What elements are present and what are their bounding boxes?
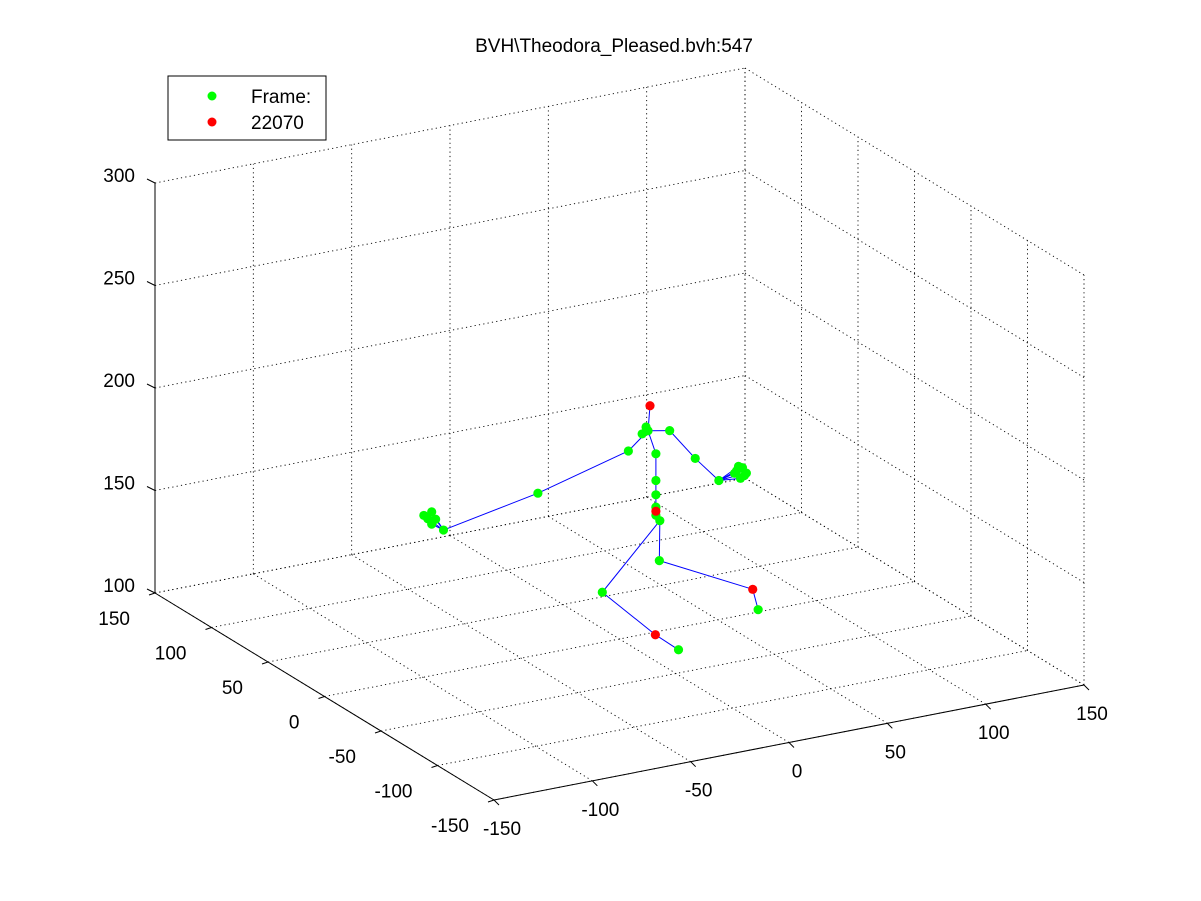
x-tick-label: -50	[685, 781, 712, 802]
y-tick-label: 100	[155, 644, 187, 665]
joint-head-b	[637, 429, 647, 439]
joint-spine2	[651, 490, 661, 500]
y-tick	[261, 661, 269, 665]
bone-l-upleg-l-knee	[601, 520, 661, 593]
z-tick-label: 250	[103, 269, 135, 290]
joint-head-a	[641, 422, 651, 432]
floor-grid-x	[351, 554, 691, 763]
joint-r-knee	[654, 556, 664, 566]
x-tick	[788, 742, 795, 748]
joint-head-top	[645, 401, 655, 411]
floor-grid-x	[449, 535, 790, 743]
joint-l-elbow	[533, 488, 543, 498]
grid-lines	[154, 67, 1085, 801]
x-tick-label: 150	[1076, 704, 1108, 725]
z-tick-label: 100	[103, 576, 135, 597]
joint-l-hand-e	[431, 514, 441, 524]
bone-l-knee-l-ankle	[601, 591, 656, 636]
legend-label-frame: Frame:	[251, 87, 311, 108]
bone-l-ankle-l-toe	[655, 634, 679, 651]
sidewall-grid-z	[744, 477, 1085, 686]
floor-grid-x	[646, 496, 986, 705]
legend-marker-id	[207, 117, 217, 127]
x-tick-label: 0	[792, 762, 803, 783]
joint-neck	[651, 449, 661, 459]
joint-l-wrist	[438, 525, 449, 535]
bone-r-elbow-r-wrist	[694, 458, 720, 481]
x-tick	[985, 703, 992, 710]
x-tick	[591, 780, 598, 787]
joint-r-wrist	[714, 475, 724, 486]
z-tick-label: 300	[103, 166, 135, 187]
bone-r-clavicle-r-elbow	[669, 430, 696, 459]
x-tick	[886, 722, 893, 729]
sidewall-grid-z	[744, 67, 1085, 276]
y-tick-label: 50	[222, 678, 243, 699]
z-tick	[146, 588, 156, 594]
x-tick-label: -100	[581, 800, 619, 821]
y-tick-label: 150	[98, 609, 130, 630]
joint-r-hand-f	[739, 470, 750, 481]
joint-l-hand-d	[419, 510, 429, 521]
x-tick	[1083, 684, 1090, 691]
joint-l-toe	[673, 645, 684, 655]
sidewall-grid-z	[744, 170, 1085, 378]
x-tick-label: -150	[483, 819, 521, 840]
chart-title: BVH\Theodora_Pleased.bvh:547	[475, 36, 753, 57]
joint-r-elbow	[690, 453, 700, 464]
joint-pelvis	[651, 506, 661, 516]
legend-marker-frame	[207, 91, 217, 101]
joint-r-ankle	[748, 584, 758, 594]
x-tick-label: 50	[885, 742, 906, 763]
z-tick-label: 200	[103, 371, 135, 392]
z-tick	[146, 383, 156, 389]
joint-l-upleg	[655, 516, 665, 526]
y-tick-label: 0	[289, 713, 300, 734]
bone-l-elbow-l-wrist	[443, 492, 539, 531]
y-tick-label: -50	[329, 747, 356, 768]
joint-l-ankle	[650, 630, 660, 640]
legend-box	[167, 75, 327, 141]
z-tick-label: 150	[103, 474, 135, 495]
x-tick-label: 100	[978, 723, 1010, 744]
joint-l-hand-c	[427, 507, 437, 517]
sidewall-grid-z	[744, 272, 1085, 481]
y-tick-label: -100	[374, 782, 412, 803]
z-tick	[146, 281, 156, 286]
y-tick	[487, 799, 495, 803]
bone-l-clavicle-l-elbow	[537, 450, 629, 494]
joint-r-hand-g	[731, 466, 742, 476]
x-tick	[690, 761, 697, 768]
y-tick	[148, 592, 156, 596]
y-tick	[431, 765, 438, 768]
joint-r-clavicle	[665, 426, 675, 436]
y-tick-label: -150	[431, 816, 469, 837]
legend: Frame: 22070	[167, 75, 327, 141]
z-tick	[146, 486, 156, 491]
joint-l-clavicle	[623, 446, 633, 456]
floor-grid-x	[253, 573, 593, 782]
x-tick	[493, 799, 500, 806]
y-tick	[205, 627, 212, 630]
joint-spine3	[651, 475, 661, 486]
y-tick	[374, 730, 382, 734]
sidewall-grid-z	[744, 375, 1085, 583]
bone-r-knee-r-ankle	[659, 560, 753, 590]
joint-markers	[419, 401, 763, 655]
tick-labels: -150 -100 -50 0 50 100 150 -150 -100 -50 0 50 100 150…	[98, 166, 1108, 840]
z-tick	[146, 178, 156, 184]
joint-r-toe	[753, 605, 763, 615]
joint-l-knee	[597, 587, 607, 597]
bone-l-upleg-r-knee	[658, 520, 661, 561]
y-tick	[318, 696, 325, 699]
legend-label-id: 22070	[251, 113, 304, 134]
